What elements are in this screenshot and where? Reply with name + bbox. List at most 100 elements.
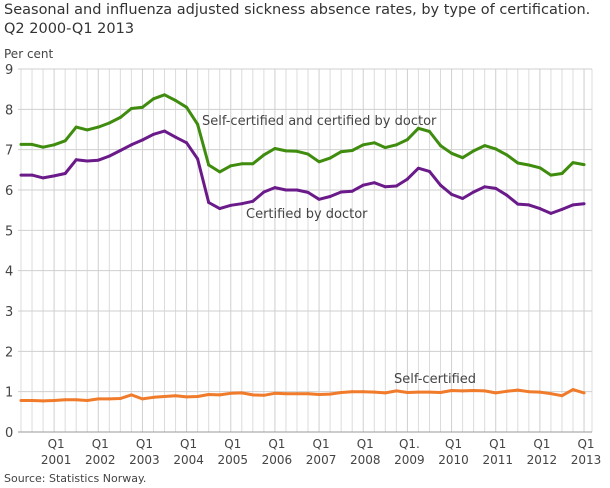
data-point: [549, 173, 553, 177]
data-point: [30, 142, 34, 146]
data-point: [129, 143, 133, 147]
data-point: [207, 201, 211, 205]
data-point: [140, 138, 144, 142]
data-point: [472, 149, 476, 153]
data-point: [196, 122, 200, 126]
chart-title-line: Seasonal and influenza adjusted sickness…: [4, 2, 591, 18]
data-point: [163, 395, 167, 399]
data-point: [151, 395, 155, 399]
data-point: [328, 392, 332, 396]
data-point: [439, 183, 443, 187]
data-point: [339, 150, 343, 154]
x-tick-year: 2006: [262, 453, 293, 467]
data-point: [251, 393, 255, 397]
data-point: [427, 390, 431, 394]
x-tick-year: 2005: [217, 453, 248, 467]
data-point: [494, 147, 498, 151]
data-point: [416, 166, 420, 170]
y-tick-label: 4: [5, 265, 13, 280]
data-point: [516, 202, 520, 206]
data-point: [505, 389, 509, 393]
y-axis-unit-label: Per cent: [4, 47, 54, 61]
y-tick-label: 2: [5, 345, 13, 360]
data-point: [151, 97, 155, 101]
x-tick-year: 2013: [571, 453, 602, 467]
data-point: [41, 176, 45, 180]
data-point: [30, 399, 34, 403]
data-point: [560, 207, 564, 211]
data-point: [416, 390, 420, 394]
data-point: [317, 392, 321, 396]
data-point: [185, 105, 189, 109]
data-point: [30, 173, 34, 177]
data-point: [306, 392, 310, 396]
data-point: [571, 161, 575, 165]
data-point: [505, 193, 509, 197]
data-point: [405, 390, 409, 394]
x-tick-quarter: Q1: [357, 437, 374, 451]
x-tick-year: 2001: [41, 453, 72, 467]
data-point: [295, 188, 299, 192]
data-point: [107, 121, 111, 125]
data-point: [196, 157, 200, 161]
data-point: [461, 196, 465, 200]
y-tick-label: 6: [5, 184, 13, 199]
data-point: [494, 391, 498, 395]
y-tick-label: 8: [5, 103, 13, 118]
x-tick-quarter: Q1: [92, 437, 109, 451]
x-tick-year: 2004: [173, 453, 204, 467]
y-tick-label: 5: [5, 224, 13, 239]
data-point: [151, 132, 155, 136]
x-tick-quarter: Q1: [489, 437, 506, 451]
series-label: Self-certified and certified by doctor: [202, 114, 437, 129]
data-point: [74, 398, 78, 402]
data-point: [218, 207, 222, 211]
data-point: [240, 202, 244, 206]
data-point: [284, 392, 288, 396]
data-point: [52, 399, 56, 403]
data-point: [284, 188, 288, 192]
data-point: [107, 154, 111, 158]
data-point: [273, 146, 277, 150]
data-point: [317, 197, 321, 201]
data-point: [240, 391, 244, 395]
data-point: [582, 202, 586, 206]
data-point: [63, 139, 67, 143]
chart-title: Seasonal and influenza adjusted sickness…: [4, 1, 590, 39]
chart-subtitle: Q2 2000-Q1 2013: [4, 21, 135, 37]
x-tick-quarter: Q1: [180, 437, 197, 451]
data-point: [207, 163, 211, 167]
data-point: [571, 388, 575, 392]
data-point: [527, 390, 531, 394]
x-tick-year: 2002: [85, 453, 116, 467]
data-point: [505, 153, 509, 157]
data-point: [339, 390, 343, 394]
data-point: [439, 390, 443, 394]
data-point: [163, 129, 167, 133]
data-point: [450, 388, 454, 392]
data-point: [560, 394, 564, 398]
data-point: [405, 177, 409, 181]
x-tick-quarter: Q1: [224, 437, 241, 451]
data-point: [383, 391, 387, 395]
data-point: [273, 186, 277, 190]
x-tick-quarter: Q1: [533, 437, 550, 451]
data-point: [416, 126, 420, 130]
data-point: [229, 391, 233, 395]
data-point: [262, 190, 266, 194]
y-tick-label: 3: [5, 305, 13, 320]
series-line-0: [21, 93, 585, 177]
data-point: [196, 395, 200, 399]
data-point: [41, 399, 45, 403]
data-point: [461, 389, 465, 393]
x-tick-quarter: Q1.: [399, 437, 420, 451]
data-point: [361, 390, 365, 394]
x-tick-year: 2003: [129, 453, 160, 467]
data-point: [174, 135, 178, 139]
data-point: [63, 398, 67, 402]
data-point: [527, 163, 531, 167]
x-tick-year: 2012: [527, 453, 558, 467]
data-point: [405, 138, 409, 142]
data-point: [328, 156, 332, 160]
data-point: [63, 171, 67, 175]
